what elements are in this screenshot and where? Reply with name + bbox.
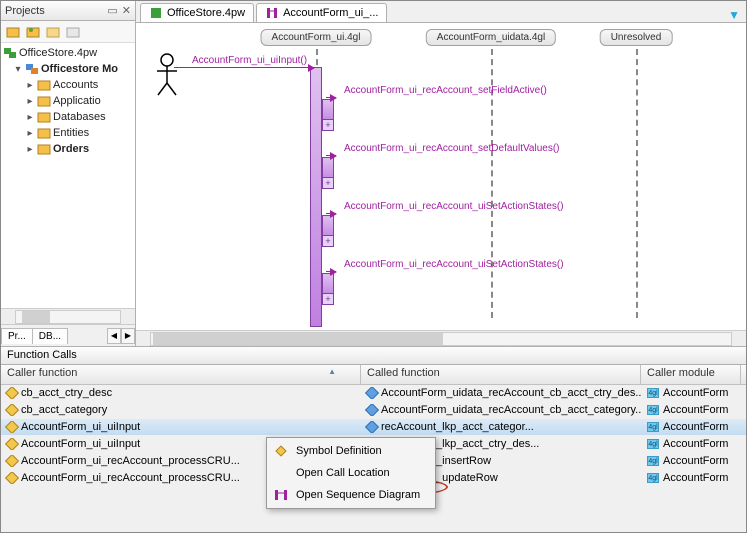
folder-icon xyxy=(37,142,51,156)
function-icon xyxy=(5,387,19,399)
folder-icon xyxy=(37,110,51,124)
sort-asc-icon: ▲ xyxy=(328,367,336,376)
table-row[interactable]: cb_acct_categoryAccountForm_uidata_recAc… xyxy=(1,402,746,419)
function-icon xyxy=(5,472,19,484)
module-icon: 4gl xyxy=(647,456,659,466)
call-label: AccountForm_ui_recAccount_uiSetActionSta… xyxy=(344,201,564,212)
tree-item-databases[interactable]: ▸Databases xyxy=(1,109,135,125)
tree-expand-icon[interactable]: ▸ xyxy=(25,96,35,107)
function-icon xyxy=(5,421,19,433)
toolbar-btn-3[interactable] xyxy=(45,24,61,40)
lifeline-header[interactable]: AccountForm_ui.4gl xyxy=(261,29,372,46)
call-label: AccountForm_ui_recAccount_setFieldActive… xyxy=(344,85,547,96)
grid-header: Caller function▲ Called function Caller … xyxy=(1,365,746,385)
projects-title: Projects xyxy=(5,5,45,17)
folder-icon xyxy=(37,126,51,140)
ctx-symbol-definition[interactable]: Symbol Definition xyxy=(268,440,434,462)
col-called[interactable]: Called function xyxy=(361,365,641,384)
ctx-open-sequence-diagram[interactable]: Open Sequence Diagram xyxy=(268,484,434,506)
call-label: AccountForm_ui_uiInput() xyxy=(192,55,307,66)
ctx-icon xyxy=(272,465,290,481)
module-icon: 4gl xyxy=(647,422,659,432)
editor-tabs: OfficeStore.4pw AccountForm_ui_... ▼ xyxy=(136,1,746,23)
col-caller[interactable]: Caller function▲ xyxy=(1,365,361,384)
projects-viewtabs: Pr... DB... ◀ ▶ xyxy=(1,324,135,346)
call-arrow[interactable] xyxy=(326,213,336,214)
tree-item-applicatio[interactable]: ▸Applicatio xyxy=(1,93,135,109)
tree-expand-icon[interactable]: ▸ xyxy=(25,80,35,91)
dock-icon[interactable]: ▭ xyxy=(107,4,117,17)
module-icon: 4gl xyxy=(647,439,659,449)
toolbar-btn-1[interactable] xyxy=(5,24,21,40)
tab-db[interactable]: DB... xyxy=(32,328,68,344)
tree-item-accounts[interactable]: ▸Accounts xyxy=(1,77,135,93)
toolbar-btn-4[interactable] xyxy=(65,24,81,40)
function-icon xyxy=(365,421,379,433)
expand-box[interactable]: + xyxy=(322,235,334,247)
projects-panel: Projects ▭ ✕ OfficeStore.4pw xyxy=(1,1,136,346)
folder-icon xyxy=(37,94,51,108)
function-icon xyxy=(365,387,379,399)
call-label: AccountForm_ui_recAccount_uiSetActionSta… xyxy=(344,259,564,270)
col-module[interactable]: Caller module xyxy=(641,365,741,384)
table-row[interactable]: AccountForm_ui_uiInputrecAccount_lkp_acc… xyxy=(1,419,746,436)
folder-icon xyxy=(37,78,51,92)
expand-box[interactable]: + xyxy=(322,293,334,305)
projects-toolbar xyxy=(1,21,135,43)
editor-panel: OfficeStore.4pw AccountForm_ui_... ▼ Acc… xyxy=(136,1,746,346)
diagram-hscroll[interactable] xyxy=(136,330,746,346)
tabs-dropdown-icon[interactable]: ▼ xyxy=(728,8,740,22)
tree-expand-icon[interactable]: ▸ xyxy=(25,128,35,139)
call-label: AccountForm_ui_recAccount_setDefaultValu… xyxy=(344,143,559,154)
context-menu: Symbol DefinitionOpen Call LocationOpen … xyxy=(266,437,436,509)
toolbar-btn-2[interactable] xyxy=(25,24,41,40)
function-icon xyxy=(5,438,19,450)
tree-root[interactable]: OfficeStore.4pw xyxy=(1,45,135,61)
tree-expand-icon[interactable]: ▸ xyxy=(25,112,35,123)
activation-bar[interactable] xyxy=(310,67,322,327)
ctx-icon xyxy=(272,443,290,459)
tab-officestore[interactable]: OfficeStore.4pw xyxy=(140,3,254,22)
module-icon: 4gl xyxy=(647,388,659,398)
sequence-diagram[interactable]: AccountForm_ui.4gl AccountForm_uidata.4gl… xyxy=(136,23,746,330)
lifeline-header[interactable]: Unresolved xyxy=(600,29,673,46)
tab-accountform[interactable]: AccountForm_ui_... xyxy=(256,3,387,22)
tree-expand-icon[interactable]: ▸ xyxy=(25,144,35,155)
projects-header: Projects ▭ ✕ xyxy=(1,1,135,21)
expand-box[interactable]: + xyxy=(322,119,334,131)
module-icon: 4gl xyxy=(647,405,659,415)
function-icon xyxy=(5,404,19,416)
actor-icon xyxy=(154,53,180,100)
tree-collapse-icon[interactable]: ▾ xyxy=(13,64,23,75)
expand-box[interactable]: + xyxy=(322,177,334,189)
seq-icon xyxy=(265,6,279,20)
close-icon[interactable]: ✕ xyxy=(122,4,131,17)
call-arrow[interactable] xyxy=(174,67,314,68)
tab-prev[interactable]: ◀ xyxy=(107,328,121,344)
tab-next[interactable]: ▶ xyxy=(121,328,135,344)
tree-item-orders[interactable]: ▸Orders xyxy=(1,141,135,157)
tree-item-entities[interactable]: ▸Entities xyxy=(1,125,135,141)
call-arrow[interactable] xyxy=(326,155,336,156)
function-calls-title: Function Calls xyxy=(1,347,746,365)
ctx-open-call-location[interactable]: Open Call Location xyxy=(268,462,434,484)
tree-model[interactable]: ▾ Officestore Mo xyxy=(1,61,135,77)
function-icon xyxy=(365,404,379,416)
projects-tree: OfficeStore.4pw ▾ Officestore Mo ▸Accoun… xyxy=(1,43,135,308)
lifeline-header[interactable]: AccountForm_uidata.4gl xyxy=(426,29,556,46)
panel-controls: ▭ ✕ xyxy=(107,4,131,17)
projects-hscroll[interactable] xyxy=(1,308,135,324)
call-arrow[interactable] xyxy=(326,97,336,98)
ctx-icon xyxy=(272,487,290,503)
module-icon: 4gl xyxy=(647,473,659,483)
doc-icon xyxy=(149,6,163,20)
lifeline xyxy=(636,49,638,318)
function-icon xyxy=(5,455,19,467)
call-arrow[interactable] xyxy=(326,271,336,272)
tab-projects[interactable]: Pr... xyxy=(1,328,33,344)
table-row[interactable]: cb_acct_ctry_descAccountForm_uidata_recA… xyxy=(1,385,746,402)
